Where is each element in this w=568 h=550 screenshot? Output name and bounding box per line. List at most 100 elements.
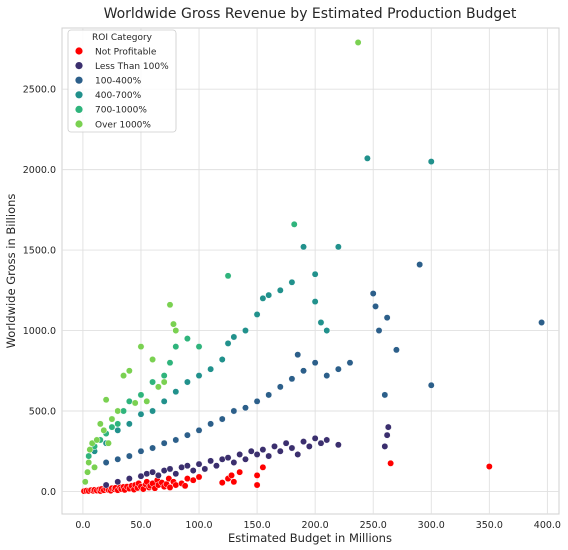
point-over-1000 bbox=[131, 399, 139, 407]
point-over-1000 bbox=[137, 343, 145, 351]
x-tick-label: 100.0 bbox=[185, 520, 212, 531]
point-700-1000 bbox=[120, 407, 127, 415]
point-100-400 bbox=[276, 383, 284, 391]
point-400-700 bbox=[259, 294, 267, 302]
point-400-700 bbox=[218, 356, 226, 363]
point-400-700 bbox=[300, 243, 307, 251]
point-less-than-100 bbox=[294, 451, 302, 458]
point-100-400 bbox=[253, 397, 261, 405]
x-tick-label: 0.0 bbox=[75, 520, 90, 531]
point-not-profitable bbox=[195, 473, 203, 481]
point-not-profitable bbox=[183, 475, 191, 483]
point-700-1000 bbox=[224, 272, 232, 280]
point-400-700 bbox=[242, 327, 249, 334]
chart-title: Worldwide Gross Revenue by Estimated Pro… bbox=[104, 6, 517, 22]
y-tick-label: 500.0 bbox=[29, 407, 56, 418]
point-less-than-100 bbox=[282, 439, 290, 447]
point-over-1000 bbox=[91, 463, 98, 471]
point-less-than-100 bbox=[143, 470, 151, 478]
point-less-than-100 bbox=[102, 481, 110, 489]
point-100-400 bbox=[538, 319, 546, 326]
point-400-700 bbox=[207, 365, 215, 373]
point-400-700 bbox=[195, 372, 203, 380]
point-not-profitable bbox=[181, 482, 189, 490]
legend-marker bbox=[75, 76, 83, 84]
point-400-700 bbox=[160, 397, 168, 405]
legend-label: Not Profitable bbox=[95, 47, 157, 57]
point-less-than-100 bbox=[230, 459, 238, 466]
point-400-700 bbox=[317, 319, 325, 326]
point-over-1000 bbox=[108, 415, 116, 423]
point-over-1000 bbox=[93, 436, 101, 444]
point-400-700 bbox=[276, 286, 284, 294]
point-less-than-100 bbox=[183, 462, 191, 470]
point-100-400 bbox=[416, 261, 424, 269]
point-not-profitable bbox=[236, 468, 244, 476]
point-less-than-100 bbox=[114, 478, 122, 486]
point-less-than-100 bbox=[166, 465, 174, 473]
point-not-profitable bbox=[387, 459, 395, 467]
point-less-than-100 bbox=[265, 452, 273, 460]
point-less-than-100 bbox=[212, 462, 220, 470]
point-400-700 bbox=[125, 420, 133, 428]
point-less-than-100 bbox=[178, 463, 186, 471]
point-400-700 bbox=[172, 388, 180, 396]
point-400-700 bbox=[334, 243, 342, 251]
point-100-400 bbox=[125, 452, 133, 460]
point-less-than-100 bbox=[236, 451, 244, 458]
point-100-400 bbox=[383, 314, 391, 322]
point-over-1000 bbox=[125, 367, 133, 375]
y-tick-label: 0.0 bbox=[41, 487, 56, 498]
point-less-than-100 bbox=[383, 431, 391, 439]
x-tick-label: 350.0 bbox=[476, 520, 503, 531]
y-tick-label: 1500.0 bbox=[23, 246, 56, 257]
point-400-700 bbox=[114, 426, 122, 434]
point-100-400 bbox=[218, 415, 226, 423]
point-400-700 bbox=[427, 158, 435, 166]
point-not-profitable bbox=[218, 479, 226, 487]
point-700-1000 bbox=[137, 391, 145, 399]
point-over-1000 bbox=[102, 396, 110, 404]
point-not-profitable bbox=[172, 481, 180, 489]
point-over-1000 bbox=[96, 420, 104, 428]
point-700-1000 bbox=[149, 378, 157, 386]
legend-label: Less Than 100% bbox=[95, 62, 169, 72]
point-100-400 bbox=[372, 302, 379, 310]
point-700-1000 bbox=[125, 397, 133, 405]
legend-marker bbox=[75, 105, 83, 113]
point-400-700 bbox=[311, 270, 319, 278]
legend: ROI Category Not Profitable Less Than 100… bbox=[67, 29, 177, 133]
point-over-1000 bbox=[172, 327, 180, 334]
x-tick-label: 250.0 bbox=[360, 520, 387, 531]
point-400-700 bbox=[137, 410, 145, 418]
point-less-than-100 bbox=[218, 455, 226, 463]
point-700-1000 bbox=[108, 423, 116, 431]
point-100-400 bbox=[160, 439, 168, 447]
point-100-400 bbox=[265, 391, 273, 399]
point-less-than-100 bbox=[172, 470, 180, 478]
point-400-700 bbox=[149, 407, 157, 415]
point-400-700 bbox=[288, 278, 296, 286]
point-less-than-100 bbox=[189, 467, 197, 474]
point-over-1000 bbox=[354, 39, 362, 46]
point-less-than-100 bbox=[137, 472, 145, 480]
point-100-400 bbox=[102, 459, 110, 466]
point-over-1000 bbox=[166, 301, 174, 309]
point-400-700 bbox=[253, 311, 261, 318]
point-100-400 bbox=[334, 365, 342, 373]
point-over-1000 bbox=[160, 378, 168, 386]
point-700-1000 bbox=[114, 420, 122, 428]
point-less-than-100 bbox=[149, 468, 157, 476]
point-100-400 bbox=[195, 426, 203, 434]
point-700-1000 bbox=[85, 452, 93, 460]
point-less-than-100 bbox=[125, 475, 133, 483]
point-100-400 bbox=[300, 367, 307, 375]
point-less-than-100 bbox=[224, 454, 232, 462]
point-less-than-100 bbox=[276, 447, 284, 455]
legend-marker bbox=[75, 47, 83, 55]
legend-marker bbox=[75, 62, 83, 70]
point-400-700 bbox=[323, 327, 331, 334]
point-less-than-100 bbox=[300, 438, 307, 446]
x-tick-label: 300.0 bbox=[418, 520, 445, 531]
